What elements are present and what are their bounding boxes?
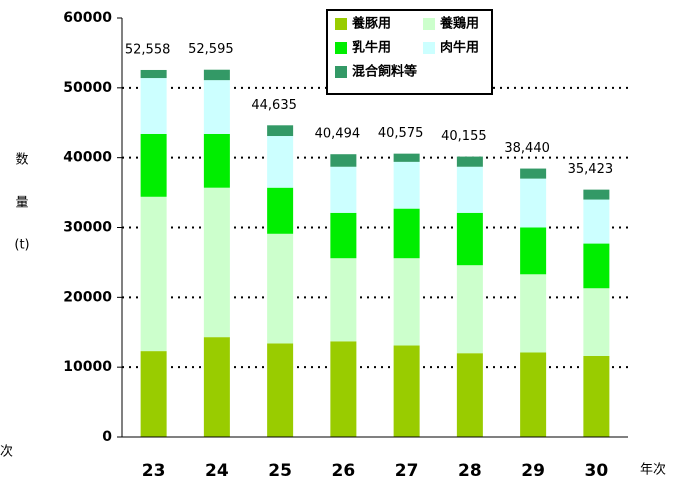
legend-label: 乳牛用 [352,40,391,56]
total-label: 40,494 [315,127,361,142]
x-tick-label: 27 [395,461,419,481]
bar-segment [520,168,547,179]
legend-swatch [335,42,347,54]
bar-segment [393,153,420,162]
y-tick-label: 0 [102,429,112,445]
y-tick-label: 30000 [63,220,112,236]
y-axis-label: 量 [15,196,28,211]
bar-segment [267,136,294,188]
bar-segment [456,212,483,266]
bar-segment [203,187,230,338]
y-tick-label: 20000 [63,289,112,305]
bar-segment [456,156,483,167]
legend-swatch [335,66,347,78]
bar-segment [203,80,230,134]
bar-segment [140,78,167,134]
bar-segment [330,154,357,167]
bar-segment [583,355,610,437]
bar-segment [267,343,294,437]
bar-segment [267,187,294,234]
total-label: 52,558 [125,42,171,57]
bar-segment [203,69,230,81]
legend-swatch [423,42,435,54]
bar-segment [393,161,420,209]
total-label: 40,575 [378,126,424,141]
bar-segment [203,337,230,437]
total-label: 44,635 [251,98,297,113]
x-tick-label: 28 [458,461,482,481]
y-axis-label: 数 [15,153,28,168]
bar-segment [330,212,357,259]
y-tick-label: 10000 [63,359,112,375]
x-axis-label: 年次 [640,462,666,478]
y-axis-label: (t) [14,238,29,253]
bar-segment [583,243,610,289]
legend-swatch [423,18,435,30]
x-tick-label: 29 [521,461,545,481]
legend-swatch [335,18,347,30]
bar-segment [330,166,357,213]
bar-segment [520,178,547,228]
bar-segment [456,265,483,354]
bar-segment [583,199,610,244]
bar-segment [393,208,420,259]
bar-segment [393,345,420,437]
total-label: 52,595 [188,42,234,57]
bar-segment [140,351,167,437]
bar-segment [267,125,294,137]
bar-segment [583,288,610,356]
legend-label: 養鶏用 [439,16,479,32]
bar-segment [456,166,483,213]
x-tick-label: 23 [142,461,166,481]
x-tick-label: 30 [585,461,609,481]
total-label: 40,155 [441,129,487,144]
bar-segment [140,69,167,79]
bar-segment [520,227,547,275]
bar-segment [203,133,230,188]
bar-segment [140,196,167,352]
text-fragment: 次 [0,444,13,460]
bar-segment [393,258,420,346]
bar-segment [140,133,167,197]
bar-segment [330,341,357,437]
y-tick-label: 40000 [63,150,112,166]
legend-box [326,9,493,95]
legend-label: 養豚用 [351,16,391,32]
legend-label: 混合飼料等 [352,64,417,80]
legend-label: 肉牛用 [440,40,479,56]
x-tick-label: 24 [205,461,229,481]
bar-segment [267,233,294,344]
bar-segment [583,189,610,200]
bar-segment [520,274,547,353]
bar-segment [330,258,357,342]
total-label: 35,423 [568,162,614,177]
x-tick-label: 25 [268,461,292,481]
x-tick-label: 26 [332,461,356,481]
bar-segment [520,352,547,437]
y-tick-label: 50000 [63,80,112,96]
total-label: 38,440 [504,141,550,156]
bar-segment [456,353,483,437]
y-tick-label: 60000 [63,10,112,26]
